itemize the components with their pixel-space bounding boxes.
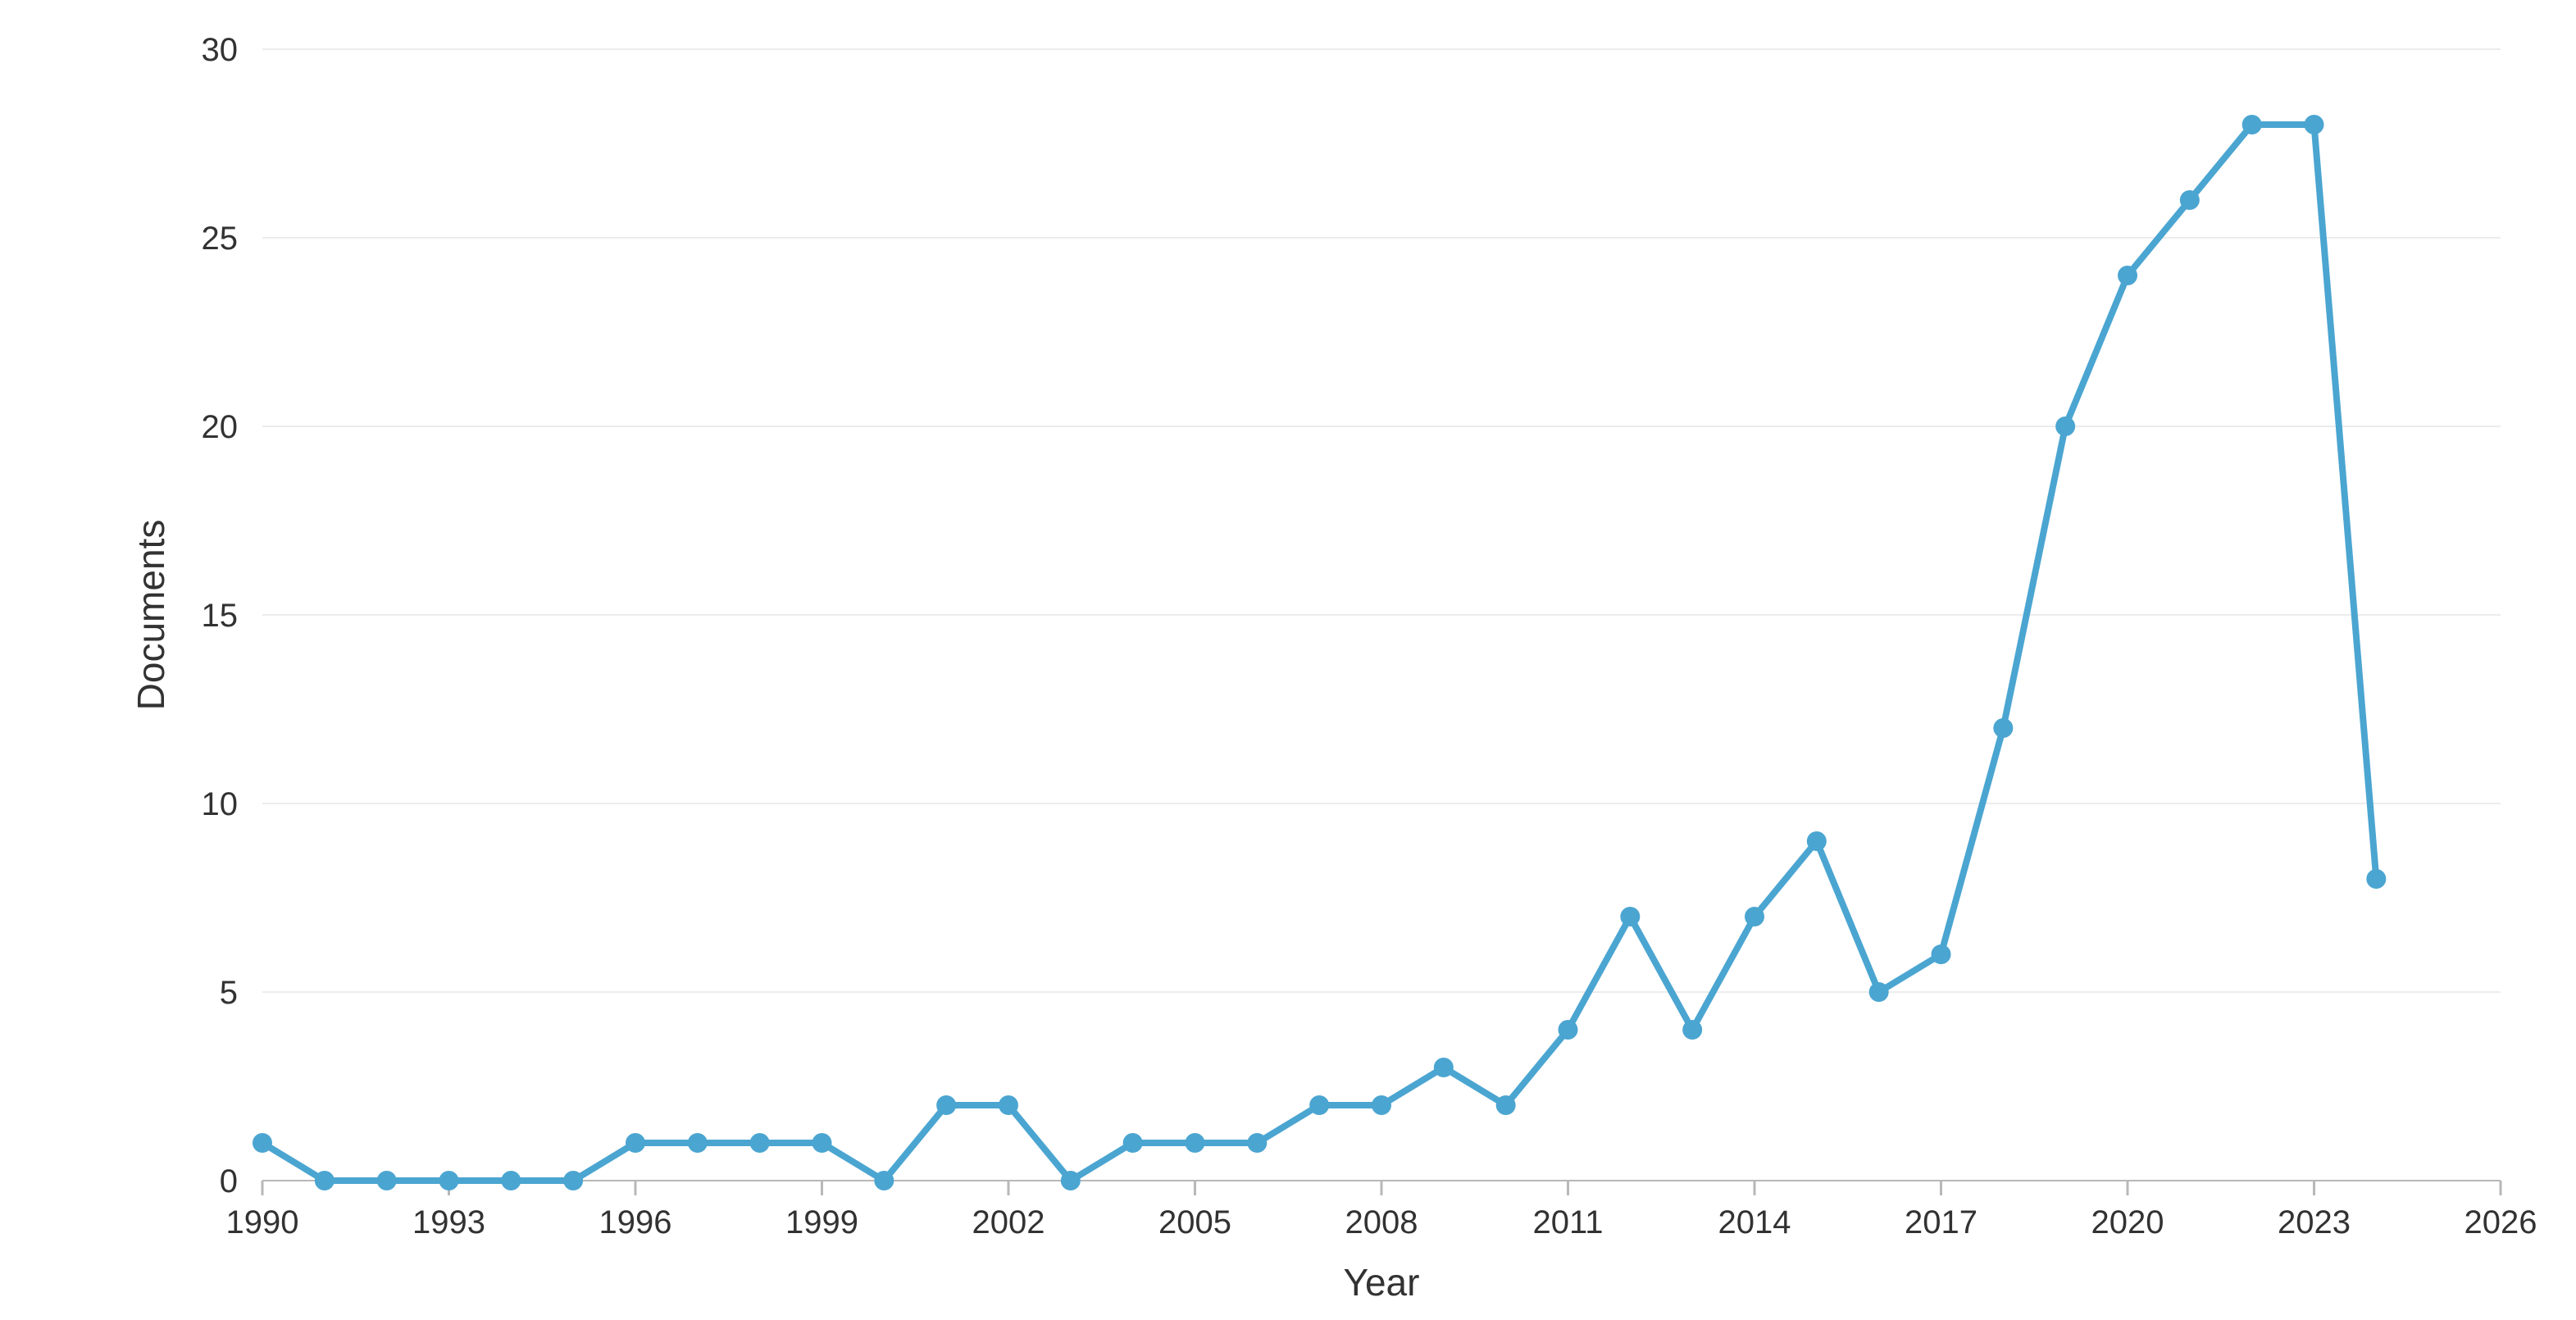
series-point bbox=[2366, 869, 2386, 889]
x-tick-label: 2014 bbox=[1718, 1204, 1791, 1240]
series-point bbox=[874, 1171, 894, 1190]
series-point bbox=[1186, 1133, 1205, 1153]
x-tick-label: 1993 bbox=[412, 1204, 485, 1240]
x-tick-label: 2020 bbox=[2091, 1204, 2164, 1240]
series-point bbox=[2055, 416, 2075, 436]
x-tick-label: 2023 bbox=[2278, 1204, 2351, 1240]
series-point bbox=[2118, 266, 2137, 285]
x-tick-label: 2008 bbox=[1345, 1204, 1418, 1240]
series-point bbox=[377, 1171, 397, 1190]
series-point bbox=[936, 1095, 956, 1115]
y-tick-label: 25 bbox=[202, 221, 239, 257]
series-point bbox=[1247, 1133, 1267, 1153]
x-tick-label: 1996 bbox=[599, 1204, 672, 1240]
series-point bbox=[1993, 718, 2013, 738]
series-point bbox=[812, 1133, 832, 1153]
documents-by-year-chart: 1990199319961999200220052008201120142017… bbox=[0, 0, 2576, 1320]
series-point bbox=[501, 1171, 521, 1190]
series-point bbox=[1745, 907, 1764, 926]
x-tick-label: 2026 bbox=[2464, 1204, 2537, 1240]
y-tick-label: 30 bbox=[202, 32, 239, 68]
series-point bbox=[1869, 982, 1889, 1002]
series-point bbox=[626, 1133, 645, 1153]
y-tick-label: 15 bbox=[202, 598, 239, 634]
series-point bbox=[1123, 1133, 1143, 1153]
series-point bbox=[1559, 1020, 1578, 1040]
y-tick-label: 10 bbox=[202, 786, 239, 822]
series-point bbox=[1682, 1020, 1702, 1040]
series-point bbox=[1061, 1171, 1081, 1190]
series-point bbox=[1496, 1095, 1516, 1115]
y-tick-label: 20 bbox=[202, 409, 239, 445]
series-point bbox=[1932, 944, 1951, 964]
x-tick-label: 2011 bbox=[1532, 1204, 1603, 1240]
series-point bbox=[2242, 115, 2262, 134]
y-axis-label: Documents bbox=[130, 520, 172, 711]
series-point bbox=[1620, 907, 1640, 926]
series-point bbox=[253, 1133, 272, 1153]
x-axis-label: Year bbox=[1344, 1261, 1420, 1304]
series-point bbox=[688, 1133, 708, 1153]
series-point bbox=[750, 1133, 770, 1153]
x-tick-label: 1990 bbox=[226, 1204, 299, 1240]
series-point bbox=[1309, 1095, 1329, 1115]
series-point bbox=[563, 1171, 583, 1190]
x-tick-label: 2002 bbox=[972, 1204, 1045, 1240]
series-point bbox=[2180, 190, 2200, 210]
series-point bbox=[439, 1171, 459, 1190]
series-point bbox=[1807, 831, 1827, 851]
series-point bbox=[2305, 115, 2324, 134]
y-tick-label: 5 bbox=[220, 975, 238, 1011]
x-tick-label: 2005 bbox=[1158, 1204, 1231, 1240]
series-point bbox=[1434, 1058, 1454, 1077]
series-point bbox=[999, 1095, 1018, 1115]
y-tick-label: 0 bbox=[220, 1163, 238, 1199]
series-point bbox=[1372, 1095, 1391, 1115]
x-tick-label: 2017 bbox=[1905, 1204, 1978, 1240]
series-point bbox=[315, 1171, 335, 1190]
x-tick-label: 1999 bbox=[785, 1204, 858, 1240]
chart-svg: 1990199319961999200220052008201120142017… bbox=[0, 0, 2576, 1320]
